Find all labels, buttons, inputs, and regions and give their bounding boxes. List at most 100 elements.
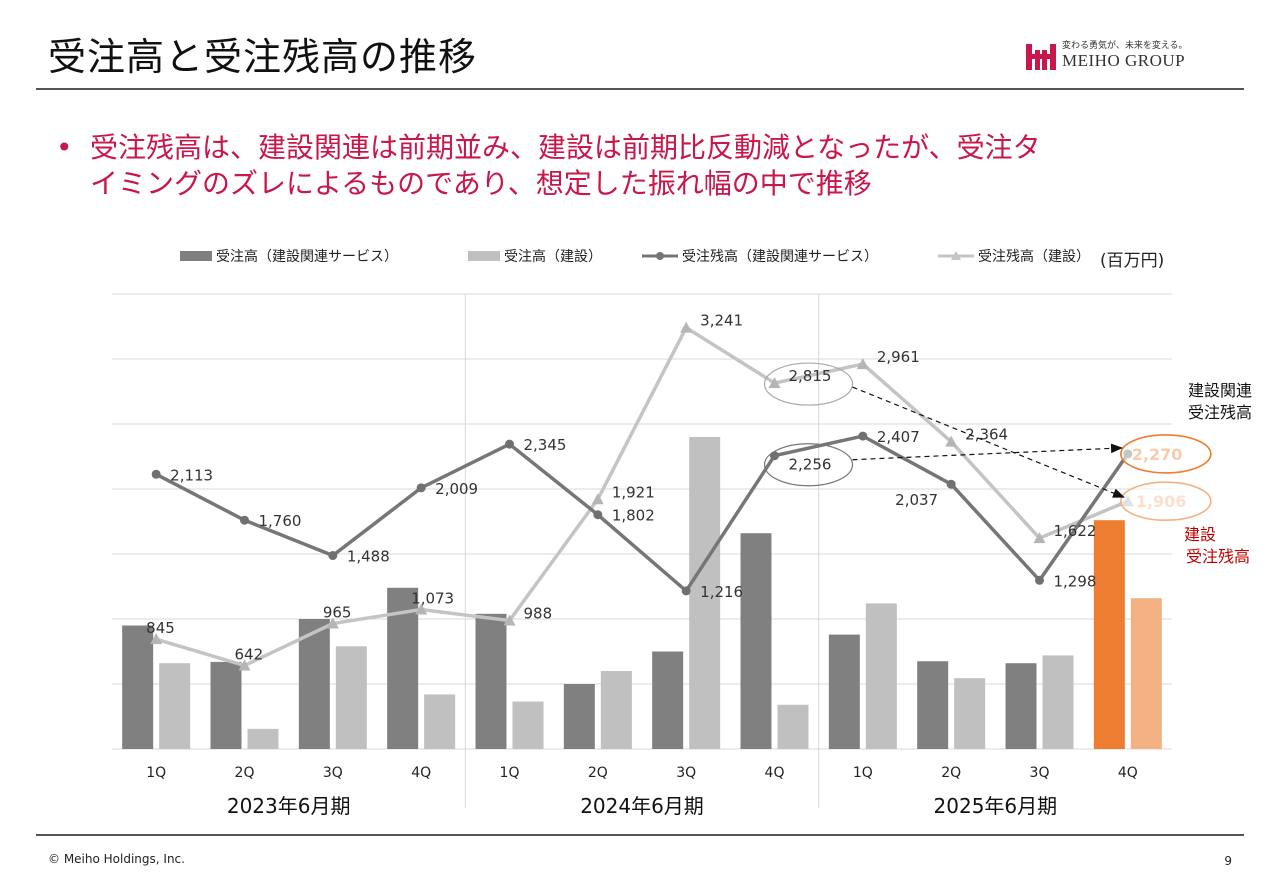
page-number: 9 bbox=[1224, 854, 1232, 868]
page-title: 受注高と受注残高の推移 bbox=[48, 35, 478, 79]
bar-kensetsu bbox=[1130, 598, 1162, 749]
point-kanren bbox=[240, 515, 249, 525]
legend-label: 受注高（建設関連サービス） bbox=[216, 249, 398, 265]
legend-item-bar-kensetsu: 受注高（建設） bbox=[468, 246, 602, 266]
bar-kanren bbox=[210, 661, 242, 749]
bullet-dot: • bbox=[56, 131, 73, 164]
bar-kanren bbox=[828, 634, 860, 749]
legend-swatch bbox=[468, 251, 500, 261]
logo-name: MEIHO GROUP bbox=[1062, 51, 1186, 70]
label-kensetsu: 988 bbox=[524, 605, 553, 623]
highlight-circle-kanren-latest bbox=[1120, 434, 1212, 474]
bar-kanren bbox=[1093, 520, 1125, 749]
line-kanren bbox=[155, 434, 1130, 594]
annotation-kensetsu-2: 受注残高 bbox=[1186, 547, 1250, 566]
point-kanren bbox=[328, 551, 338, 561]
point-kensetsu bbox=[591, 493, 604, 505]
label-kanren: 1,488 bbox=[347, 548, 390, 566]
label-kanren: 1,802 bbox=[612, 507, 655, 525]
label-kensetsu: 965 bbox=[323, 604, 352, 622]
legend-label: 受注残高（建設関連サービス） bbox=[682, 249, 878, 265]
bar-kensetsu bbox=[865, 603, 897, 749]
legend-item-line-kanren: 受注残高（建設関連サービス） bbox=[642, 246, 878, 266]
point-kensetsu bbox=[415, 603, 428, 615]
bar-kanren bbox=[740, 533, 772, 749]
point-kensetsu bbox=[1121, 495, 1134, 507]
x-tick-label: 4Q bbox=[411, 765, 431, 781]
point-kensetsu bbox=[326, 617, 339, 629]
chart-grid bbox=[112, 293, 1172, 808]
x-tick-label: 3Q bbox=[676, 765, 696, 781]
bar-kanren bbox=[652, 651, 684, 749]
x-tick-label: 1Q bbox=[146, 765, 166, 781]
header-divider bbox=[36, 88, 1244, 90]
label-kanren: 1,216 bbox=[700, 583, 743, 601]
legend-label: 受注残高（建設） bbox=[978, 249, 1090, 265]
point-kensetsu bbox=[768, 377, 781, 389]
legend-label: 受注高（建設） bbox=[504, 249, 602, 265]
bullet-text: 受注残高は、建設関連は前期並み、建設は前期比反動減となったが、受注タ イミングの… bbox=[90, 130, 1226, 202]
label-kensetsu: 845 bbox=[146, 619, 175, 637]
x-tick-label: 3Q bbox=[1030, 765, 1050, 781]
legend-item-line-kensetsu: 受注残高（建設） bbox=[938, 246, 1090, 266]
period-label: 2025年6月期 bbox=[934, 794, 1058, 818]
bar-kanren bbox=[563, 684, 595, 749]
bar-kensetsu bbox=[777, 704, 809, 749]
point-kanren bbox=[416, 483, 426, 493]
point-kanren bbox=[151, 469, 161, 479]
x-tick-label: 2Q bbox=[941, 765, 961, 781]
bar-kensetsu bbox=[335, 646, 367, 749]
point-kanren bbox=[505, 439, 514, 449]
chart-bars bbox=[122, 437, 1162, 749]
bar-kensetsu bbox=[689, 437, 721, 749]
unit-label: (百万円) bbox=[1100, 251, 1165, 271]
legend-item-bar-kanren: 受注高（建設関連サービス） bbox=[180, 246, 398, 266]
point-kanren bbox=[593, 510, 603, 520]
point-kanren bbox=[770, 451, 779, 461]
meiho-logo-icon bbox=[1026, 44, 1056, 70]
legend-line-marker bbox=[938, 251, 974, 260]
x-tick-label: 1Q bbox=[500, 765, 520, 781]
label-kanren: 2,009 bbox=[435, 480, 478, 498]
point-kensetsu bbox=[238, 659, 251, 671]
x-tick-label: 1Q bbox=[853, 765, 873, 781]
period-label: 2023年6月期 bbox=[227, 794, 351, 818]
chart-axis: 1Q 2Q 3Q 4Q 1Q 2Q 3Q 4Q 1Q 2Q 3Q 4Q 2023年6月期 2024年6月期… bbox=[146, 765, 1138, 818]
bar-kensetsu bbox=[954, 678, 986, 749]
point-kanren bbox=[1123, 449, 1133, 459]
bar-kanren bbox=[298, 619, 330, 749]
annotation-kensetsu-1: 建設 bbox=[1184, 525, 1216, 544]
label-kensetsu: 1,921 bbox=[612, 483, 655, 501]
bar-kanren bbox=[122, 625, 154, 749]
highlight-circle-kensetsu-latest bbox=[1120, 481, 1212, 522]
x-tick-label: 2Q bbox=[235, 765, 255, 781]
period-label: 2024年6月期 bbox=[580, 794, 704, 818]
point-kensetsu bbox=[945, 435, 958, 447]
annotation-kanren-1: 建設関連 bbox=[1188, 381, 1252, 400]
bar-kensetsu bbox=[424, 694, 456, 749]
point-kensetsu bbox=[150, 633, 163, 645]
point-kensetsu bbox=[680, 321, 693, 333]
footer-divider bbox=[36, 834, 1244, 836]
bar-kensetsu bbox=[159, 663, 191, 749]
line-kensetsu bbox=[155, 325, 1129, 668]
label-kensetsu: 2,961 bbox=[877, 348, 920, 366]
bar-kensetsu bbox=[247, 728, 279, 749]
trend-arrow-kensetsu bbox=[852, 386, 1125, 498]
label-kensetsu: 2,815 bbox=[789, 367, 832, 385]
label-kanren: 2,037 bbox=[895, 491, 938, 509]
label-kensetsu: 3,241 bbox=[700, 312, 743, 330]
label-kensetsu: 1,622 bbox=[1054, 522, 1097, 540]
legend-line-marker bbox=[642, 252, 678, 260]
label-kanren: 2,113 bbox=[170, 466, 213, 484]
bar-kanren bbox=[387, 587, 419, 749]
label-kanren: 2,270 bbox=[1132, 445, 1183, 464]
point-kanren bbox=[858, 431, 868, 441]
copyright: © Meiho Holdings, Inc. bbox=[48, 852, 185, 866]
point-kanren bbox=[946, 479, 956, 489]
bar-kensetsu bbox=[1042, 655, 1074, 749]
bullet-line-1: 受注残高は、建設関連は前期並み、建設は前期比反動減となったが、受注タ bbox=[90, 131, 1041, 164]
point-kensetsu bbox=[1033, 532, 1046, 544]
label-kensetsu: 2,364 bbox=[965, 426, 1008, 444]
